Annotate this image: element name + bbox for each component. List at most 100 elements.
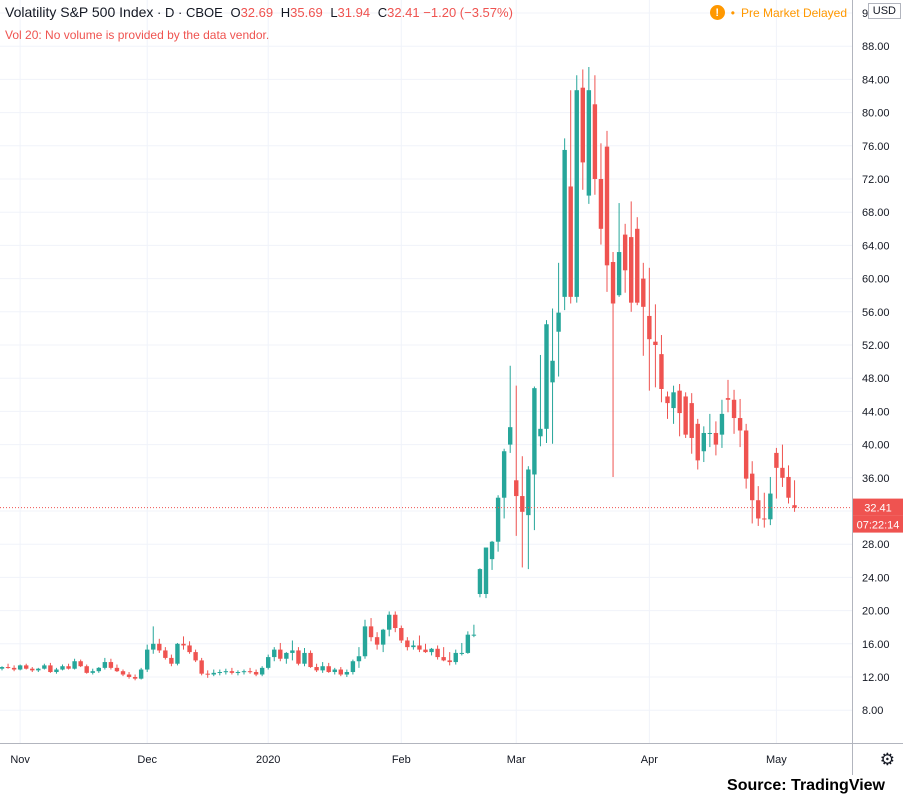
candle-body	[314, 667, 319, 671]
market-status-dot: •	[730, 5, 735, 20]
gear-icon[interactable]: ⚙	[879, 750, 895, 769]
candle-body	[586, 90, 592, 196]
candle	[72, 658, 77, 670]
y-tick-label: 36.00	[862, 473, 890, 485]
candle	[532, 386, 537, 531]
candle	[707, 413, 713, 448]
candle	[374, 632, 380, 650]
candle-body	[102, 662, 108, 668]
y-tick-label: 52.00	[862, 340, 890, 352]
candle	[326, 662, 331, 673]
low-label: L	[330, 5, 338, 20]
candle-body	[683, 396, 688, 435]
candle	[145, 644, 150, 673]
candle-body	[616, 252, 622, 296]
candle	[538, 354, 543, 447]
candle-body	[610, 262, 616, 304]
candle	[84, 664, 89, 674]
candle	[683, 392, 688, 438]
candle	[423, 643, 428, 653]
candle	[574, 75, 579, 303]
candle	[562, 138, 567, 311]
candle-body	[338, 669, 343, 675]
close-value: 32.41	[387, 5, 420, 20]
candle-body	[756, 500, 761, 519]
candle-body	[762, 518, 767, 520]
change-value: −1.20 (−3.57%)	[423, 5, 513, 20]
candle	[314, 663, 319, 673]
candle	[411, 640, 416, 650]
candle-body	[30, 668, 35, 671]
candle-body	[489, 541, 495, 560]
market-status[interactable]: ! • Pre Market Delayed	[709, 5, 847, 20]
candle	[290, 640, 295, 661]
candle-body	[163, 650, 168, 658]
candle	[181, 636, 186, 650]
candle-body	[786, 476, 791, 498]
y-tick-label: 48.00	[862, 373, 890, 385]
candle	[544, 320, 549, 443]
candle	[42, 663, 47, 670]
candle	[508, 365, 513, 453]
candle	[5, 663, 11, 669]
x-tick-label: 2020	[256, 754, 280, 766]
candle-body	[435, 648, 440, 658]
candle-body	[647, 315, 652, 340]
candle	[102, 657, 108, 670]
candle-body	[598, 179, 604, 229]
candle-body	[356, 656, 362, 662]
currency-badge[interactable]: USD	[867, 3, 901, 19]
candle	[205, 670, 210, 678]
candle-body	[508, 427, 513, 445]
candle	[380, 628, 386, 653]
candle-body	[157, 643, 162, 651]
candle-body	[538, 428, 543, 437]
candle-body	[199, 660, 204, 674]
candle	[60, 664, 65, 671]
candle	[259, 666, 265, 677]
countdown-label: 07:22:14	[857, 520, 900, 532]
symbol-name[interactable]: Volatility S&P 500 Index	[5, 4, 154, 20]
candle	[629, 201, 634, 312]
y-tick-label: 56.00	[862, 307, 890, 319]
candle-body	[350, 661, 356, 673]
candle	[453, 649, 458, 665]
candle-body	[217, 672, 222, 674]
interval[interactable]: D	[165, 5, 175, 20]
candle	[163, 647, 168, 660]
candle-body	[501, 451, 507, 498]
candle	[756, 486, 761, 526]
candle	[241, 669, 247, 675]
candle-body	[42, 665, 47, 669]
candle	[762, 492, 767, 528]
candle-body	[526, 469, 531, 516]
candle-body	[145, 649, 150, 670]
candle-body	[774, 452, 779, 468]
candle	[737, 398, 743, 448]
y-tick-label: 60.00	[862, 274, 890, 286]
candle-body	[175, 643, 180, 664]
candle-body	[151, 643, 156, 650]
candle-body	[126, 674, 132, 677]
candle	[0, 666, 5, 671]
candle	[284, 652, 289, 664]
candle	[247, 667, 253, 674]
high-value: 35.69	[290, 5, 323, 20]
candle-body	[520, 496, 525, 512]
x-tick-label: Nov	[10, 754, 30, 766]
candle	[689, 393, 694, 454]
candle	[108, 658, 114, 670]
candle	[229, 667, 235, 675]
candle	[187, 641, 192, 654]
candle	[792, 480, 797, 512]
candle	[169, 654, 174, 667]
candle	[272, 647, 277, 662]
candle-body	[701, 432, 706, 452]
candle-body	[48, 665, 53, 673]
candle-body	[266, 657, 271, 668]
candle-body	[387, 614, 392, 630]
candle	[387, 611, 392, 637]
candle	[399, 625, 404, 643]
